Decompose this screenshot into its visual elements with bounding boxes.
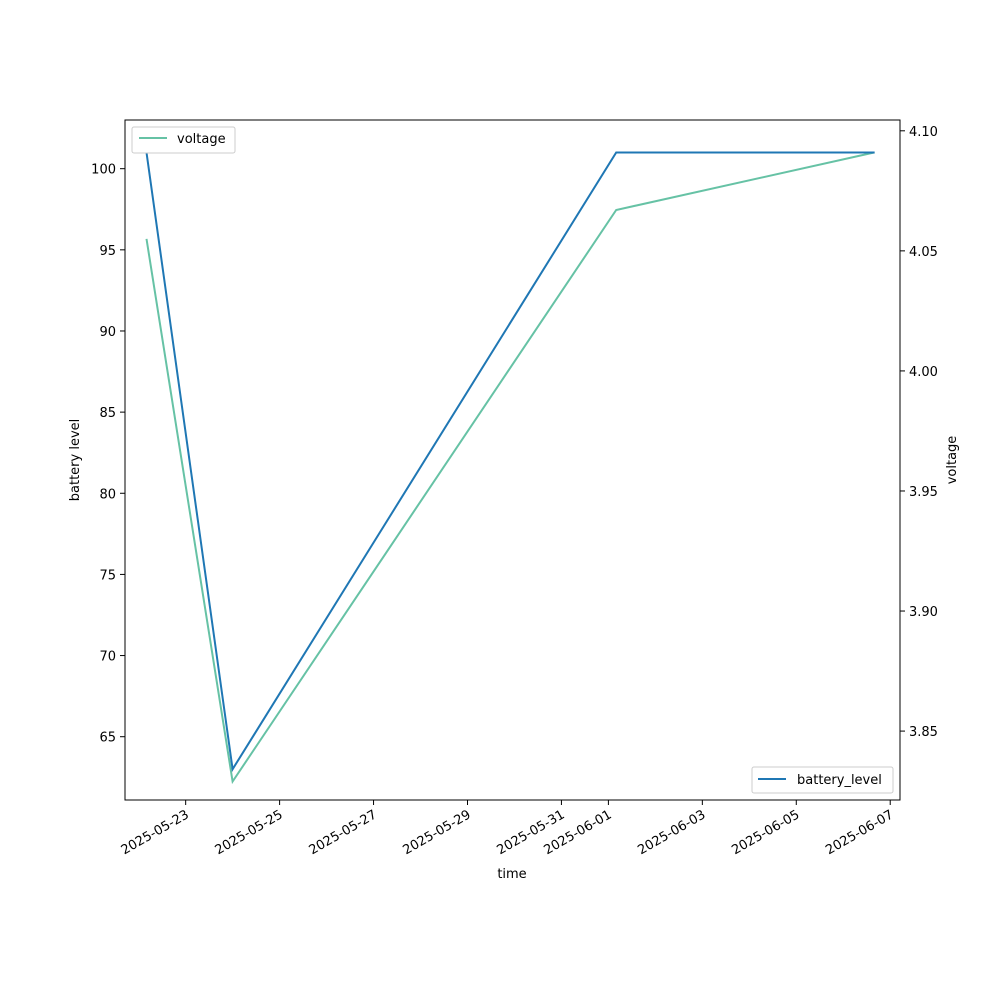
legend-voltage-label: voltage	[177, 132, 226, 147]
x-axis: 2025-05-23 2025-05-25 2025-05-27 2025-05-29…	[119, 800, 896, 858]
right-y-axis-title: voltage	[945, 436, 960, 485]
x-tick-label: 2025-06-05	[729, 807, 802, 858]
x-tick-label: 2025-06-03	[635, 807, 708, 858]
left-y-tick-label: 85	[99, 406, 116, 421]
legend-voltage-box	[131, 126, 236, 154]
left-y-axis-title: battery level	[68, 419, 83, 502]
series-line-voltage	[145, 151, 875, 785]
left-y-axis: 65 70 75 80 85 90 95 100	[91, 163, 125, 746]
right-y-tick-label: 3.85	[909, 725, 938, 740]
legend-battery-level: battery_level	[751, 766, 894, 794]
right-y-tick-label: 4.05	[909, 245, 938, 260]
x-tick-label: 2025-05-29	[401, 807, 474, 858]
right-y-tick-label: 3.95	[909, 485, 938, 500]
x-tick-label: 2025-05-25	[213, 807, 286, 858]
left-y-tick-label: 70	[99, 650, 116, 665]
right-y-axis: 3.85 3.90 3.95 4.00 4.05 4.10	[900, 125, 938, 740]
plot-area-background	[125, 120, 900, 800]
right-y-tick-label: 4.10	[909, 125, 938, 140]
legend-voltage: voltage	[131, 126, 236, 154]
left-y-tick-label: 95	[99, 244, 116, 259]
right-y-tick-label: 4.00	[909, 365, 938, 380]
legend-battery-level-box	[751, 766, 894, 794]
left-y-tick-label: 75	[99, 568, 116, 583]
plot-frame	[124, 119, 901, 801]
x-tick-label: 2025-05-27	[307, 807, 380, 858]
left-y-tick-label: 80	[99, 487, 116, 502]
series-layer	[145, 151, 875, 785]
left-y-tick-label: 65	[99, 731, 116, 746]
x-tick-label: 2025-05-23	[119, 807, 192, 858]
series-line-battery-level	[145, 151, 875, 773]
x-tick-label: 2025-06-07	[823, 807, 896, 858]
right-y-tick-label: 3.90	[909, 605, 938, 620]
legend-battery-level-label: battery_level	[797, 773, 882, 788]
left-y-tick-label: 90	[99, 325, 116, 340]
x-axis-title: time	[497, 867, 526, 882]
left-y-tick-label: 100	[91, 163, 116, 178]
